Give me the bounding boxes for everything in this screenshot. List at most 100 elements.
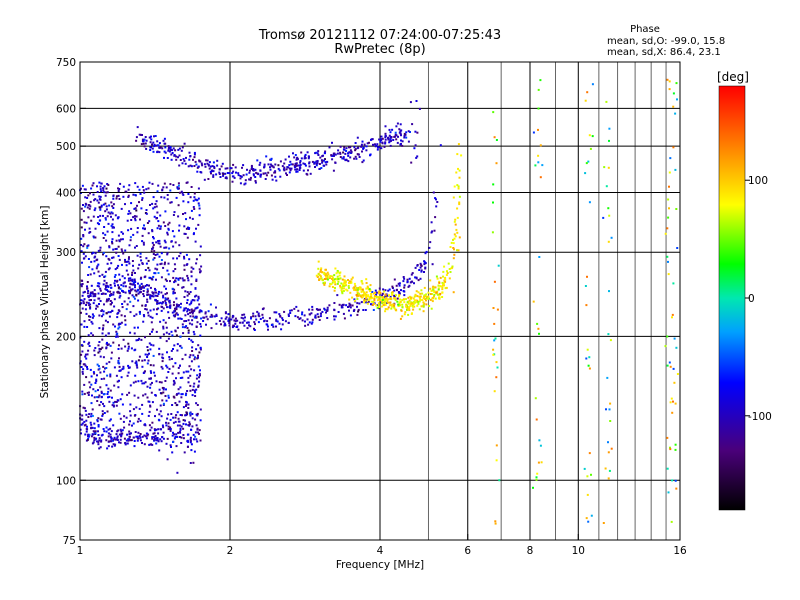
echo-point (176, 313, 179, 316)
noise-point (537, 128, 539, 131)
echo-point (179, 277, 182, 280)
echo-point (287, 313, 290, 316)
echo-point (80, 218, 83, 221)
echo-point (156, 140, 159, 143)
echo-point (175, 404, 178, 407)
echo-point (444, 276, 447, 279)
echo-point (103, 185, 106, 188)
echo-point (209, 165, 212, 168)
echo-point (239, 321, 242, 324)
echo-point (111, 231, 114, 234)
echo-point (454, 218, 457, 221)
echo-point (451, 265, 454, 268)
echo-point (197, 384, 200, 387)
echo-point (167, 371, 170, 373)
echo-point (142, 314, 145, 316)
noise-point (541, 164, 544, 167)
echo-point (100, 293, 103, 295)
echo-point (127, 277, 130, 280)
echo-point (208, 167, 211, 170)
noise-point (607, 240, 610, 243)
echo-point (306, 173, 309, 176)
echo-point (144, 269, 147, 271)
echo-point (172, 304, 175, 307)
echo-point (154, 144, 157, 147)
echo-point (246, 168, 248, 171)
echo-point (99, 355, 102, 358)
echo-point (139, 312, 141, 315)
echo-point (176, 471, 179, 474)
echo-point (342, 157, 345, 160)
echo-point (339, 277, 342, 280)
echo-point (418, 107, 421, 110)
echo-point (127, 196, 130, 198)
echo-point (120, 347, 123, 350)
echo-point (299, 161, 302, 164)
echo-point (324, 150, 327, 153)
echo-point (145, 432, 148, 435)
echo-point (303, 157, 306, 160)
echo-point (416, 131, 419, 134)
echo-point (128, 423, 131, 426)
echo-point (371, 291, 374, 293)
echo-point (161, 188, 164, 191)
echo-point (100, 434, 103, 437)
echo-point (401, 140, 404, 143)
echo-point (265, 174, 268, 177)
echo-point (353, 282, 356, 285)
echo-point (186, 274, 189, 277)
echo-point (151, 147, 154, 150)
echo-point (189, 315, 192, 318)
echo-point (141, 197, 144, 200)
echo-point (377, 146, 379, 149)
echo-point (115, 433, 118, 436)
echo-point (136, 126, 139, 129)
echo-point (189, 389, 192, 392)
echo-point (199, 408, 202, 411)
echo-point (137, 288, 140, 291)
echo-point (86, 206, 89, 209)
echo-point (172, 291, 175, 293)
echo-point (149, 348, 152, 351)
echo-point (144, 435, 147, 438)
echo-point (129, 239, 132, 242)
echo-point (232, 170, 235, 173)
echo-point (159, 214, 162, 217)
echo-point (173, 381, 176, 384)
echo-point (293, 307, 296, 310)
echo-point (107, 299, 110, 302)
echo-point (339, 152, 342, 155)
echo-point (151, 316, 154, 319)
echo-point (190, 283, 193, 286)
echo-point (91, 313, 94, 316)
echo-point (169, 183, 172, 186)
echo-point (194, 431, 197, 434)
echo-point (182, 419, 185, 422)
echo-point (288, 155, 290, 158)
echo-point (163, 285, 166, 288)
noise-point (532, 486, 534, 489)
echo-point (460, 154, 463, 157)
echo-point (89, 315, 92, 318)
echo-point (185, 325, 188, 328)
echo-point (106, 298, 108, 301)
echo-point (345, 304, 348, 307)
noise-point (669, 446, 671, 449)
echo-point (199, 369, 201, 372)
echo-point (415, 277, 418, 280)
echo-point (167, 413, 170, 416)
echo-point (184, 162, 187, 165)
echo-point (209, 315, 212, 318)
echo-point (86, 353, 89, 356)
echo-point (199, 439, 202, 442)
echo-point (166, 252, 169, 255)
echo-point (416, 301, 419, 303)
echo-point (196, 170, 199, 173)
echo-point (271, 178, 274, 181)
echo-point (135, 293, 138, 296)
echo-point (444, 280, 447, 283)
echo-point (116, 280, 118, 283)
echo-point (133, 332, 136, 335)
echo-point (381, 300, 384, 303)
noise-point (667, 216, 670, 219)
